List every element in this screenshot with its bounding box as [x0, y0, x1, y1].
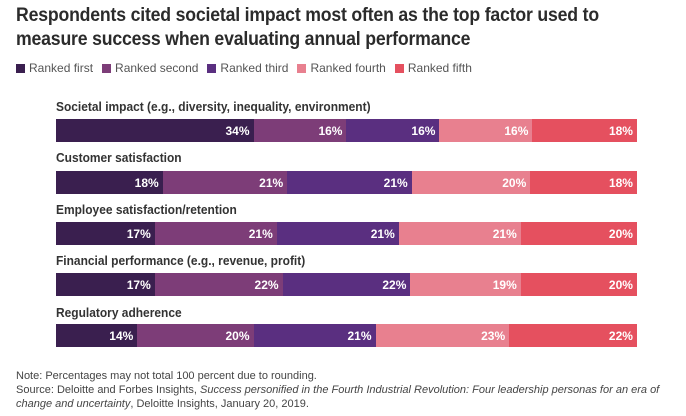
- data-label: 20%: [608, 277, 633, 292]
- legend-label: Ranked first: [29, 61, 94, 75]
- category-label: Regulatory adherence: [56, 305, 182, 320]
- legend-item: Ranked first: [16, 61, 93, 75]
- legend-item: Ranked fourth: [297, 61, 386, 75]
- source-suffix: , Deloitte Insights, January 20, 2019.: [130, 398, 309, 410]
- legend-swatch: [297, 63, 307, 73]
- data-label: 21%: [248, 226, 273, 241]
- bar-segment: 21%: [287, 171, 412, 194]
- bar-segment: 17%: [56, 222, 155, 245]
- bar-segment: 14%: [56, 324, 138, 347]
- data-label: 23%: [481, 328, 506, 343]
- legend-item: Ranked fifth: [394, 61, 472, 75]
- data-label: 16%: [504, 123, 529, 138]
- bar-segment: 22%: [282, 273, 411, 296]
- source-title: Success personified in the Fourth Indust…: [16, 384, 660, 410]
- bar-segment: 16%: [346, 119, 440, 142]
- data-label: 17%: [126, 226, 151, 241]
- data-label: 21%: [492, 226, 517, 241]
- bar-segment: 23%: [375, 324, 510, 347]
- note-text: Note: Percentages may not total 100 perc…: [16, 370, 317, 382]
- data-label: 22%: [608, 328, 633, 343]
- bar-row: 14% 20% 21% 23% 22%: [56, 324, 637, 347]
- bar-segment: 21%: [276, 222, 399, 245]
- legend-label: Ranked second: [115, 61, 199, 75]
- bar-segment: 22%: [509, 324, 637, 347]
- legend-swatch: [207, 63, 217, 73]
- category-label: Customer satisfaction: [56, 150, 182, 165]
- bar-segment: 18%: [56, 171, 163, 194]
- bar-segment: 20%: [520, 273, 637, 296]
- bar-row: 34% 16% 16% 16% 18%: [56, 119, 637, 142]
- data-label: 18%: [608, 175, 633, 190]
- legend-swatch: [394, 63, 404, 73]
- category-label: Societal impact (e.g., diversity, inequa…: [56, 99, 371, 114]
- legend-swatch: [16, 63, 25, 73]
- data-label: 20%: [225, 328, 250, 343]
- data-label: 34%: [225, 123, 250, 138]
- data-label: 21%: [370, 226, 395, 241]
- legend-label: Ranked fifth: [407, 61, 472, 75]
- bar-segment: 21%: [154, 222, 277, 245]
- bar-segment: 21%: [162, 171, 288, 194]
- chart-title: Respondents cited societal impact most o…: [16, 5, 599, 50]
- data-label: 16%: [318, 123, 343, 138]
- data-label: 20%: [502, 175, 527, 190]
- legend-item: Ranked second: [102, 61, 198, 75]
- data-label: 18%: [608, 123, 633, 138]
- data-label: 17%: [126, 277, 151, 292]
- data-label: 21%: [383, 175, 408, 190]
- footnotes: Note: Percentages may not total 100 perc…: [16, 369, 686, 411]
- bar-segment: 22%: [154, 273, 283, 296]
- data-label: 21%: [259, 175, 284, 190]
- data-label: 22%: [382, 277, 407, 292]
- legend-swatch: [102, 63, 112, 73]
- bar-segment: 20%: [137, 324, 254, 347]
- bar-segment: 20%: [411, 171, 531, 194]
- bar-segment: 21%: [253, 324, 376, 347]
- legend-item: Ranked third: [207, 61, 288, 75]
- data-label: 16%: [411, 123, 436, 138]
- legend: Ranked first Ranked second Ranked third Ran…: [16, 61, 472, 75]
- bar-segment: 34%: [56, 119, 254, 142]
- data-label: 21%: [347, 328, 372, 343]
- category-label: Financial performance (e.g., revenue, pr…: [56, 253, 306, 268]
- bar-segment: 16%: [439, 119, 533, 142]
- bar-segment: 18%: [530, 171, 637, 194]
- legend-label: Ranked fourth: [310, 61, 386, 75]
- bar-segment: 18%: [532, 119, 637, 142]
- data-label: 20%: [608, 226, 633, 241]
- bar-segment: 21%: [398, 222, 521, 245]
- legend-label: Ranked third: [220, 61, 289, 75]
- bar-segment: 20%: [520, 222, 637, 245]
- data-label: 18%: [134, 175, 159, 190]
- bar-row: 17% 21% 21% 21% 20%: [56, 222, 637, 245]
- bar-segment: 16%: [253, 119, 347, 142]
- bar-segment: 17%: [56, 273, 155, 296]
- source-text: Source: Deloitte and Forbes Insights, Su…: [16, 383, 686, 411]
- bar-row: 18% 21% 21% 20% 18%: [56, 171, 637, 194]
- bar-segment: 19%: [410, 273, 521, 296]
- data-label: 14%: [109, 328, 134, 343]
- bar-row: 17% 22% 22% 19% 20%: [56, 273, 637, 296]
- source-prefix: Source: Deloitte and Forbes Insights,: [16, 384, 201, 396]
- data-label: 22%: [254, 277, 279, 292]
- category-label: Employee satisfaction/retention: [56, 202, 237, 217]
- data-label: 19%: [492, 277, 517, 292]
